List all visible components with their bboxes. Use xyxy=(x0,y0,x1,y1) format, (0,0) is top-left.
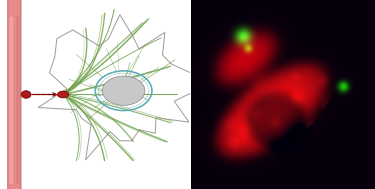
Polygon shape xyxy=(38,15,200,160)
FancyBboxPatch shape xyxy=(8,0,21,189)
FancyBboxPatch shape xyxy=(9,17,13,184)
Ellipse shape xyxy=(21,91,31,98)
Ellipse shape xyxy=(57,91,69,98)
FancyBboxPatch shape xyxy=(16,17,19,184)
Ellipse shape xyxy=(102,76,145,105)
